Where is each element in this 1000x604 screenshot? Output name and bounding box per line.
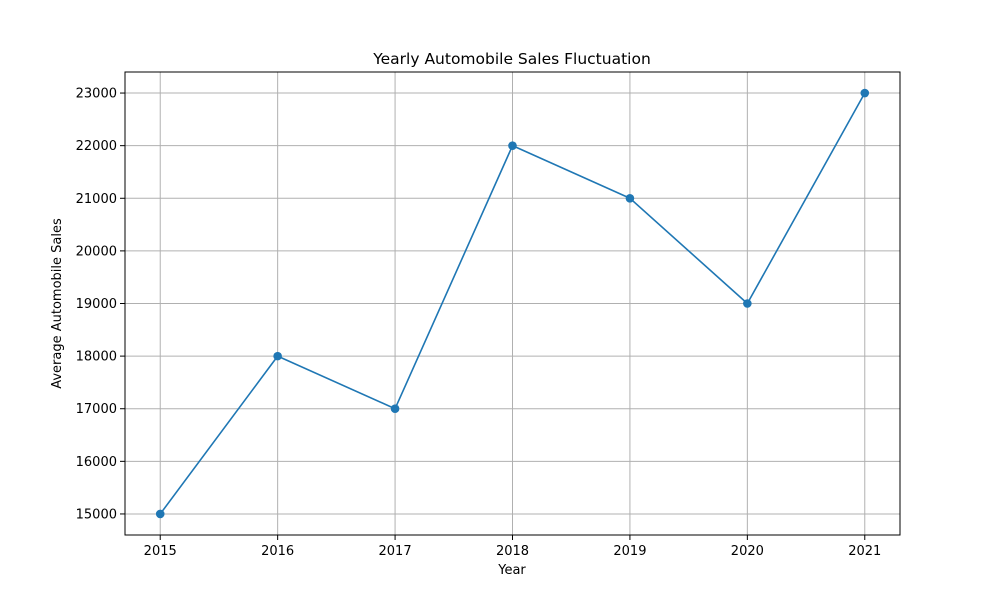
data-point [390,404,400,414]
series-layer [155,88,870,519]
y-tick-label: 17000 [76,402,117,417]
y-tick-label: 19000 [76,297,117,312]
data-point [743,299,752,308]
x-tick-label: 2019 [613,544,646,559]
y-tick-label: 20000 [76,244,117,259]
y-tick-label: 16000 [76,455,117,470]
y-tick-label: 22000 [76,139,117,154]
y-tick-label: 18000 [76,350,117,365]
x-tick-label: 2017 [379,544,412,559]
x-axis-label: Year [497,563,526,578]
y-tick-label: 15000 [76,507,117,522]
data-point [508,141,517,150]
x-tick-label: 2016 [261,544,294,559]
chart-title: Yearly Automobile Sales Fluctuation [372,50,651,68]
data-point [625,193,635,203]
x-tick-label: 2021 [848,544,881,559]
grid-layer [125,72,900,535]
x-tick-label: 2015 [144,544,177,559]
axes-layer: 2015 2016 2017 2018 2019 2020 2021 15000 16000 17… [76,71,901,559]
data-point [273,351,282,361]
data-point [860,88,870,98]
data-point [155,509,165,519]
x-tick-label: 2018 [496,544,529,559]
y-axis-label: Average Automobile Sales [50,218,65,389]
y-tick-label: 21000 [76,192,117,207]
axes-frame [124,71,901,536]
y-tick-label: 23000 [76,87,117,102]
x-tick-label: 2020 [731,544,764,559]
